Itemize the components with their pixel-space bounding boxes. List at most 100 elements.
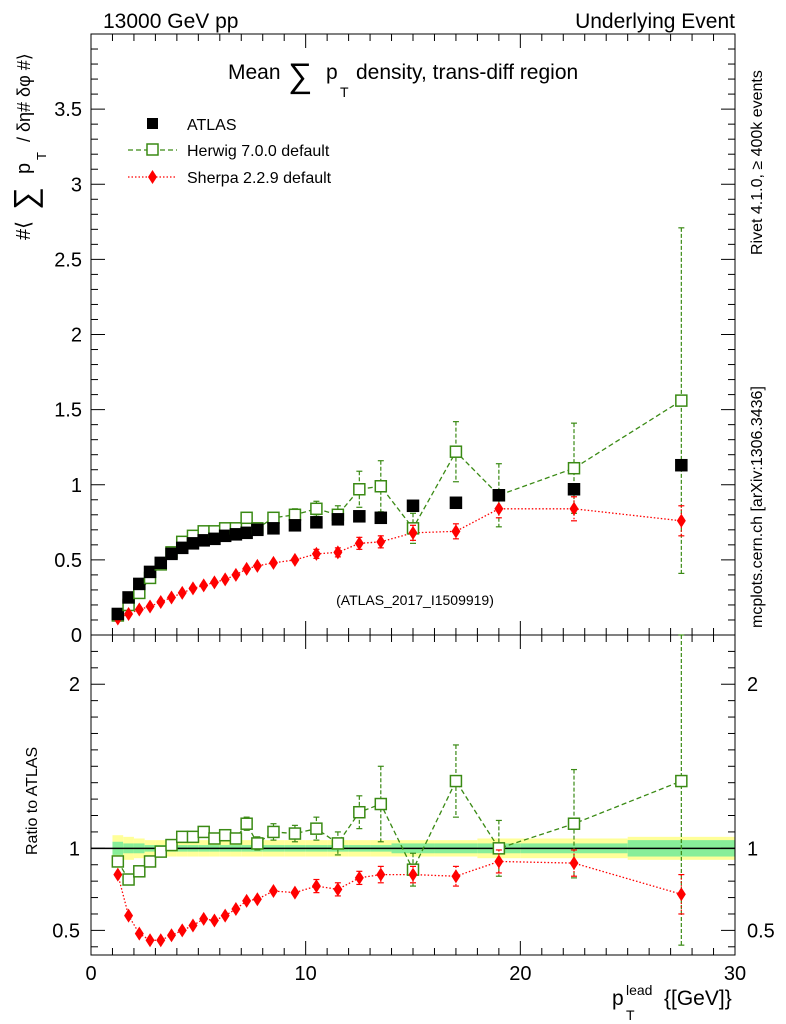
atlas-main-point-19 [374, 511, 388, 525]
ylabel-sub-t: T [34, 152, 49, 160]
x-tick-label-30: 30 [724, 963, 746, 985]
herwig-ratio-point-17 [331, 837, 345, 850]
ratio-y-tick-label-left-1: 1 [69, 838, 80, 860]
sherpa-ratio-point-15 [290, 885, 300, 900]
herwig-ratio-point-1 [122, 873, 135, 886]
sherpa-ratio-point-6 [177, 923, 187, 938]
main-y-tick-label-2.5: 2.5 [54, 249, 82, 271]
title-rest: density, trans-diff region [356, 61, 578, 84]
sherpa-ratio-point-7 [188, 918, 198, 933]
sherpa-main-point-4 [156, 594, 166, 609]
ylabel-p: p [13, 163, 35, 174]
atlas-main-point-22 [492, 489, 506, 502]
herwig-ratio-point-7 [186, 830, 200, 844]
atlas-main-point-10 [218, 529, 232, 543]
ratio-y-tick-label-right-0.5: 0.5 [747, 920, 775, 942]
sherpa-main-point-23 [569, 501, 579, 516]
atlas-main-point-1 [122, 591, 135, 604]
ylabel-open: #⟨ [13, 221, 35, 240]
atlas-main-point-24 [675, 458, 688, 472]
ratio-y-tick-label-left-2: 2 [69, 674, 80, 696]
sherpa-ratio-point-21 [451, 869, 461, 884]
atlas-main-point-7 [186, 537, 200, 550]
herwig-ratio-point-13 [251, 837, 264, 850]
legend-atlas-label: ATLAS [187, 117, 237, 134]
main-y-tick-label-3: 3 [71, 174, 82, 196]
xlabel-p: p [612, 987, 624, 1010]
sherpa-main-point-19 [376, 534, 386, 549]
herwig-main-point-15 [288, 508, 302, 522]
header-energy: 13000 GeV pp [103, 10, 238, 33]
herwig-ratio-point-21 [449, 774, 463, 788]
main-plot: 0 0.5 1 1.5 2 2.5 3 3.5 [54, 33, 736, 647]
sherpa-ratio-point-20 [408, 867, 418, 882]
herwig-main-point-16 [310, 502, 323, 516]
herwig-main-point-18 [353, 483, 366, 496]
sherpa-ratio-point-22 [494, 854, 504, 869]
herwig-ratio-point-4 [154, 845, 168, 858]
herwig-ratio-point-5 [165, 838, 178, 852]
ylabel-sum-symbol: ∑ [7, 187, 43, 210]
main-y-tick-label-0: 0 [71, 625, 82, 647]
herwig-ratio-point-14 [267, 825, 280, 839]
atlas-main-point-16 [310, 516, 323, 529]
atlas-main-point-11 [229, 528, 243, 541]
sherpa-ratio-point-2 [134, 926, 144, 941]
legend-herwig-label: Herwig 7.0.0 default [187, 143, 330, 160]
sherpa-main-point-13 [252, 558, 262, 573]
x-axis-label: p T lead {[GeV]} [612, 982, 732, 1023]
main-y-tick-label-1.5: 1.5 [54, 400, 82, 422]
legend-atlas-marker [147, 118, 158, 129]
ratio-y-tick-label-left-0.5: 0.5 [52, 920, 80, 942]
main-y-axis-label: #⟨ ∑ p T / δη# δφ #⟩ [7, 53, 49, 240]
ratio-y-tick-label-right-2: 2 [747, 674, 758, 696]
main-y-tick-label-3.5: 3.5 [54, 99, 82, 121]
herwig-ratio-point-12 [240, 817, 253, 830]
ylabel-rest: / δη# δφ #⟩ [14, 53, 34, 142]
header-analysis: Underlying Event [575, 10, 735, 33]
plot-title: Mean ∑ p T density, trans-diff region [228, 57, 578, 100]
herwig-ratio-point-23 [567, 817, 581, 830]
xlabel-sup-lead: lead [626, 982, 652, 998]
atlas-main-point-0 [111, 607, 125, 621]
atlas-main-point-4 [154, 556, 168, 570]
atlas-main-point-2 [133, 577, 146, 591]
herwig-ratio-point-9 [208, 832, 221, 845]
sherpa-main-point-3 [145, 599, 155, 614]
herwig-main-point-12 [240, 511, 253, 525]
sherpa-ratio-point-10 [220, 908, 230, 923]
sherpa-main-point-14 [268, 555, 278, 570]
analysis-watermark: (ATLAS_2017_I1509919) [336, 592, 494, 608]
sherpa-main-point-12 [242, 561, 252, 576]
herwig-ratio-point-15 [288, 827, 302, 840]
herwig-ratio-point-0 [111, 855, 125, 868]
atlas-main-point-6 [175, 541, 189, 555]
sherpa-ratio-point-1 [124, 908, 134, 923]
herwig-main-point-24 [675, 394, 688, 407]
x-tick-label-0: 0 [85, 963, 96, 985]
title-mean: Mean [228, 61, 281, 84]
sherpa-ratio-point-24 [676, 887, 686, 902]
atlas-main-point-12 [240, 526, 253, 540]
sherpa-main-point-6 [177, 585, 187, 600]
herwig-main-point-23 [567, 461, 581, 475]
sherpa-ratio-point-12 [242, 893, 252, 908]
legend-sherpa-marker [148, 170, 157, 184]
sherpa-ratio-point-16 [311, 879, 321, 894]
sherpa-main-point-21 [451, 524, 461, 539]
sherpa-ratio-point-5 [167, 928, 176, 943]
herwig-ratio-point-10 [218, 828, 232, 842]
x-tick-label-20: 20 [509, 963, 531, 985]
herwig-ratio-point-22 [492, 842, 506, 855]
atlas-main-point-5 [165, 547, 178, 561]
sherpa-ratio-point-11 [231, 902, 241, 917]
sherpa-ratio-point-13 [252, 892, 262, 907]
x-tick-label-10: 10 [295, 963, 317, 985]
herwig-ratio-point-11 [229, 832, 243, 845]
sherpa-ratio-point-0 [113, 867, 123, 882]
sherpa-main-point-18 [354, 536, 364, 551]
title-p: p [326, 61, 338, 84]
sherpa-ratio-point-18 [354, 870, 364, 885]
sherpa-ratio-point-14 [268, 884, 278, 898]
